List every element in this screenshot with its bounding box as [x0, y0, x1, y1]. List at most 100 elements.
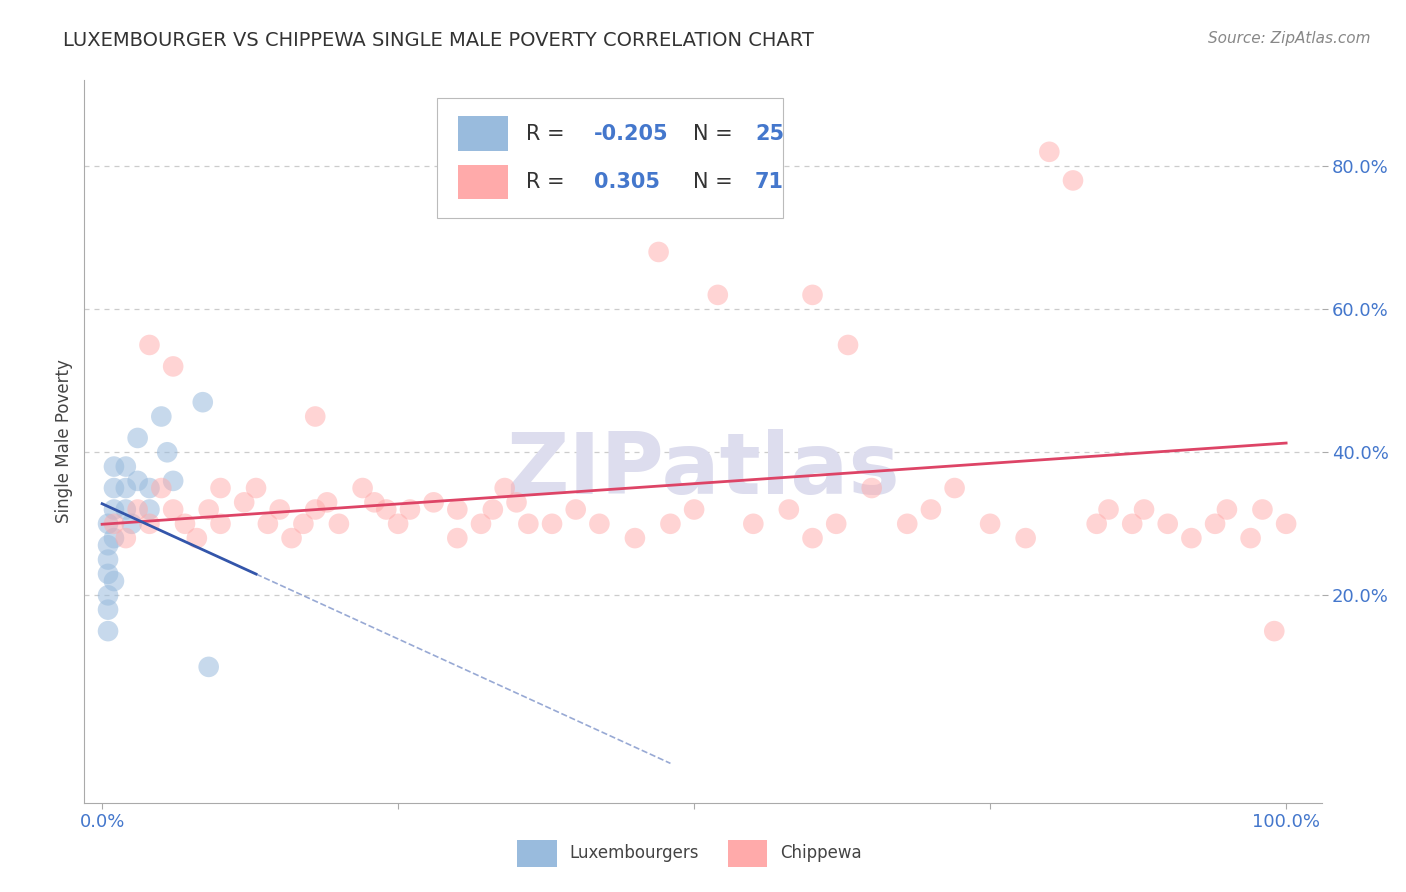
Text: Chippewa: Chippewa: [780, 845, 862, 863]
Point: [304, 409, 326, 424]
Point: [647, 244, 669, 259]
Point: [659, 516, 682, 531]
Point: [683, 502, 706, 516]
Point: [363, 495, 385, 509]
Point: [1216, 502, 1239, 516]
Point: [121, 516, 143, 531]
Point: [150, 409, 173, 424]
Point: [162, 474, 184, 488]
Point: [103, 574, 125, 588]
Point: [114, 531, 136, 545]
Point: [588, 516, 610, 531]
Point: [292, 516, 315, 531]
Point: [186, 531, 208, 545]
Point: [1085, 516, 1108, 531]
Text: Source: ZipAtlas.com: Source: ZipAtlas.com: [1208, 31, 1371, 46]
Point: [422, 495, 444, 509]
Point: [494, 481, 516, 495]
Point: [114, 481, 136, 495]
Point: [103, 531, 125, 545]
Text: R =: R =: [526, 124, 571, 144]
FancyBboxPatch shape: [458, 117, 508, 151]
Point: [564, 502, 586, 516]
Text: N =: N =: [693, 172, 740, 192]
Point: [1097, 502, 1119, 516]
Point: [505, 495, 527, 509]
Point: [801, 531, 824, 545]
Point: [517, 516, 540, 531]
Point: [778, 502, 800, 516]
Text: ZIPatlas: ZIPatlas: [506, 429, 900, 512]
Point: [97, 602, 120, 616]
Point: [1251, 502, 1274, 516]
Point: [482, 502, 505, 516]
Point: [352, 481, 374, 495]
Point: [1204, 516, 1226, 531]
Point: [97, 566, 120, 581]
Point: [127, 502, 149, 516]
Point: [209, 516, 232, 531]
Point: [197, 660, 219, 674]
Point: [896, 516, 918, 531]
Point: [1014, 531, 1036, 545]
Point: [103, 516, 125, 531]
Point: [191, 395, 214, 409]
Point: [97, 516, 120, 531]
Text: LUXEMBOURGER VS CHIPPEWA SINGLE MALE POVERTY CORRELATION CHART: LUXEMBOURGER VS CHIPPEWA SINGLE MALE POV…: [63, 31, 814, 50]
Point: [1038, 145, 1060, 159]
Point: [103, 502, 125, 516]
Text: 25: 25: [755, 124, 785, 144]
Point: [114, 459, 136, 474]
Point: [97, 624, 120, 639]
Point: [197, 502, 219, 516]
Point: [316, 495, 339, 509]
Point: [742, 516, 765, 531]
Point: [97, 552, 120, 566]
Point: [138, 481, 160, 495]
Point: [150, 481, 173, 495]
Point: [156, 445, 179, 459]
Point: [97, 538, 120, 552]
Text: 0.305: 0.305: [595, 172, 661, 192]
FancyBboxPatch shape: [728, 839, 768, 867]
Text: Luxembourgers: Luxembourgers: [569, 845, 699, 863]
Point: [114, 502, 136, 516]
Point: [837, 338, 859, 352]
Point: [1133, 502, 1156, 516]
Point: [446, 502, 468, 516]
Point: [541, 516, 564, 531]
Point: [162, 359, 184, 374]
Point: [209, 481, 232, 495]
Point: [269, 502, 291, 516]
FancyBboxPatch shape: [437, 98, 783, 218]
Point: [943, 481, 966, 495]
Point: [103, 459, 125, 474]
Point: [138, 338, 160, 352]
Point: [138, 516, 160, 531]
Point: [97, 588, 120, 602]
Text: 71: 71: [755, 172, 785, 192]
Point: [138, 502, 160, 516]
Y-axis label: Single Male Poverty: Single Male Poverty: [55, 359, 73, 524]
Point: [328, 516, 350, 531]
Point: [233, 495, 256, 509]
FancyBboxPatch shape: [517, 839, 557, 867]
Point: [1239, 531, 1261, 545]
Point: [1263, 624, 1285, 639]
Point: [304, 502, 326, 516]
Point: [1121, 516, 1143, 531]
Point: [399, 502, 422, 516]
Point: [825, 516, 848, 531]
Point: [1180, 531, 1202, 545]
Point: [470, 516, 492, 531]
Text: N =: N =: [693, 124, 740, 144]
Point: [920, 502, 942, 516]
Point: [127, 431, 149, 445]
Point: [280, 531, 302, 545]
Point: [103, 481, 125, 495]
Point: [387, 516, 409, 531]
Point: [257, 516, 280, 531]
Point: [1062, 173, 1084, 187]
Point: [707, 288, 730, 302]
Point: [979, 516, 1001, 531]
